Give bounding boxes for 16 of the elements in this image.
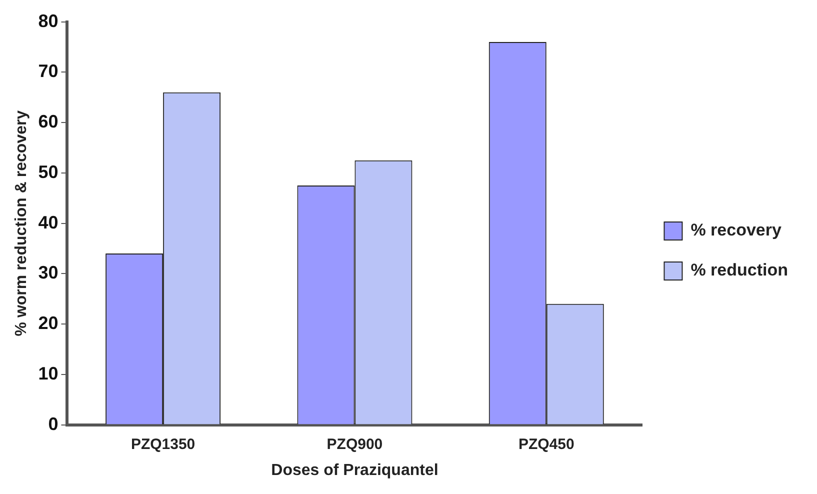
y-tick-label: 50 (38, 162, 58, 182)
y-tick-label: 40 (38, 212, 58, 232)
x-tick-label: PZQ450 (518, 436, 574, 453)
x-tick-label: PZQ900 (326, 436, 383, 453)
y-tick-label: 30 (38, 262, 58, 283)
y-tick-label: 0 (48, 414, 58, 434)
y-tick-label: 60 (38, 112, 58, 132)
x-tick-label: PZQ1350 (130, 436, 196, 453)
y-tick-label: 20 (38, 313, 58, 334)
y-tick-label: 80 (38, 10, 58, 31)
y-tick-label: 70 (38, 61, 58, 82)
x-axis-title: Doses of Praziquantel (271, 462, 438, 479)
y-tick-label: 10 (38, 363, 58, 384)
legend-label: % recovery (690, 220, 782, 240)
y-axis-title: % worm reduction & recovery (13, 110, 30, 336)
legend-label: % reduction (690, 260, 788, 280)
